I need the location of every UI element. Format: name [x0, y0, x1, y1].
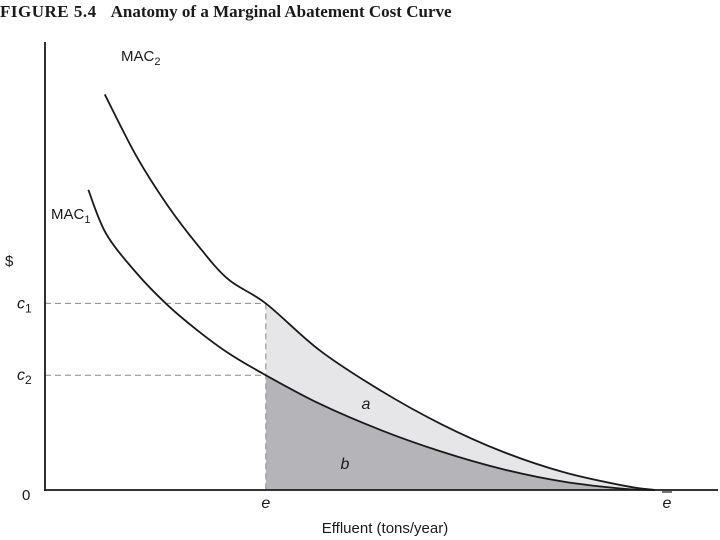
mac1-label-subscript: 1 [84, 214, 90, 226]
figure-number: FIGURE 5.4 [0, 2, 97, 21]
e-bar-tick-label: e [663, 495, 672, 512]
axes [44, 42, 718, 491]
figure-caption: Anatomy of a Marginal Abatement Cost Cur… [110, 2, 452, 21]
mac2-label-main: MAC [121, 48, 155, 65]
x-axis-label: Effluent (tons/year) [322, 520, 448, 537]
e-tick-label: e [261, 495, 270, 512]
origin-label: 0 [22, 487, 30, 504]
curves [87, 94, 656, 491]
c2-tick-label-subscript: 2 [25, 373, 32, 387]
region-a [265, 303, 655, 490]
mac1-curve [87, 189, 656, 491]
region-b-label: b [341, 456, 350, 473]
c1-tick-label: c1 [17, 295, 32, 315]
mac2-curve [103, 94, 656, 491]
region-b [265, 375, 655, 490]
region-a-label: a [362, 396, 371, 413]
c2-tick-label-main: c [17, 367, 25, 384]
mac1-label-main: MAC [51, 206, 85, 223]
y-axis-label: $ [5, 253, 14, 270]
mac2-label: MAC2 [121, 48, 160, 68]
c1-tick-label-subscript: 1 [25, 301, 32, 315]
c1-tick-label-main: c [17, 295, 25, 312]
c2-tick-label: c2 [17, 367, 32, 387]
mac2-label-subscript: 2 [154, 56, 160, 68]
figure-title: FIGURE 5.4 Anatomy of a Marginal Abatemen… [0, 2, 720, 26]
shaded-regions [265, 303, 655, 490]
reference-lines [45, 302, 267, 490]
mac1-label: MAC1 [51, 206, 90, 226]
